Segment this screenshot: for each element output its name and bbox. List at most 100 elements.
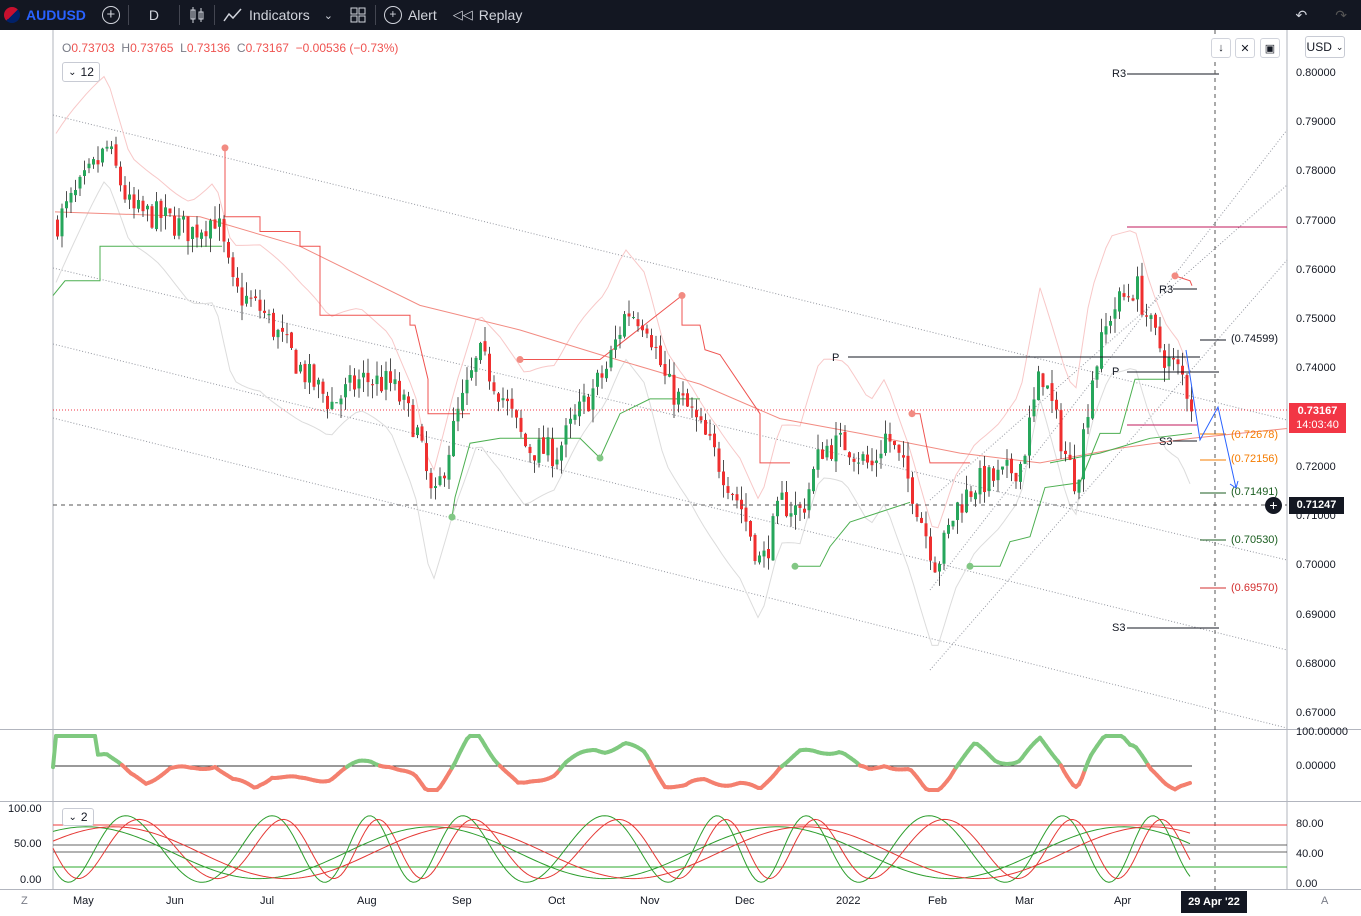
candle-body — [654, 346, 658, 348]
candle-body — [227, 242, 230, 258]
candle-body — [758, 555, 761, 563]
last-price-label: 0.73167 14:03:40 — [1289, 403, 1346, 433]
time-tick-label: Jun — [166, 895, 184, 907]
channel-line — [929, 184, 1288, 501]
move-down-button[interactable]: ↓ — [1211, 38, 1231, 58]
change-value: −0.00536 (−0.73%) — [295, 41, 399, 55]
chart-type-button[interactable] — [180, 0, 214, 30]
price-tick-label: 0.72000 — [1296, 460, 1336, 473]
green-trailing-stop — [1049, 432, 1193, 464]
close-value: 0.73167 — [245, 41, 289, 55]
candle-body — [636, 319, 640, 327]
candle-body — [749, 521, 752, 537]
level-label-p-short: P — [1112, 366, 1120, 378]
symbol-search[interactable]: AUDUSD — [0, 0, 94, 30]
candle-body — [1037, 371, 1040, 401]
currency-label: USD — [1306, 40, 1332, 54]
indicators-button[interactable]: Indicators ⌄ — [215, 0, 341, 30]
auto-scale-button[interactable]: A — [1321, 895, 1329, 907]
alert-button[interactable]: + Alert — [376, 0, 445, 30]
candle-body — [947, 524, 950, 534]
candle-body — [384, 370, 388, 390]
stop-marker — [1171, 272, 1179, 280]
osc2-left-0: 0.00 — [20, 874, 42, 886]
candle-body — [321, 381, 325, 394]
pane-borders — [0, 30, 1361, 890]
candle-body — [1010, 458, 1013, 474]
candle-body — [1163, 350, 1166, 368]
add-level-button[interactable]: + — [1265, 497, 1282, 514]
candle-body — [1082, 429, 1085, 480]
candle-body — [798, 504, 802, 508]
candle-body — [447, 454, 451, 480]
candle-body — [101, 148, 104, 163]
timezone-button[interactable]: Z — [21, 895, 28, 907]
osc2-list-toggle[interactable]: ⌄ 2 — [62, 808, 94, 826]
candle-body — [236, 277, 239, 287]
undo-button[interactable]: ↶ — [1282, 0, 1322, 30]
candle-body — [902, 455, 905, 458]
candle-body — [618, 334, 622, 339]
candle-body — [56, 219, 59, 237]
candle-body — [510, 398, 514, 409]
plus-circle-icon: + — [101, 6, 120, 24]
osc1-axis-top: 100.00000 — [1296, 726, 1348, 738]
candle-body — [483, 341, 487, 352]
close-pane-button[interactable]: ✕ — [1235, 38, 1255, 58]
candle-body — [560, 445, 563, 461]
price-tick-label: 0.68000 — [1296, 657, 1336, 670]
candlestick-series[interactable] — [56, 136, 1193, 586]
replay-button[interactable]: ◁◁ Replay — [445, 0, 531, 30]
candle-body — [1005, 460, 1009, 466]
candle-body — [1095, 366, 1099, 380]
interval-button[interactable]: D — [129, 0, 179, 30]
layout-button[interactable] — [341, 0, 375, 30]
channel-line — [52, 114, 1288, 421]
candle-body — [555, 459, 559, 465]
symbol-label: AUDUSD — [26, 7, 86, 23]
level-label-r3-upper: R3 — [1112, 68, 1127, 80]
indicator-list-toggle[interactable]: ⌄ 12 — [62, 62, 100, 82]
crosshair-price-value: 0.71247 — [1296, 499, 1337, 511]
candle-body — [362, 372, 365, 378]
candle-body — [528, 446, 532, 454]
level-label-p-long: P — [832, 352, 840, 364]
candle-body — [1145, 315, 1148, 317]
candle-body — [258, 299, 262, 311]
candle-body — [461, 392, 464, 411]
candle-body — [1091, 380, 1094, 419]
price-tick-label: 0.74000 — [1296, 362, 1336, 375]
candle-body — [812, 469, 815, 492]
candle-body — [267, 313, 271, 316]
candle-body — [1023, 455, 1027, 464]
candle-body — [474, 357, 478, 372]
divider — [374, 5, 376, 25]
candle-body — [465, 379, 469, 394]
target-label-2: (0.72678) — [1231, 429, 1279, 441]
osc2-count: 2 — [80, 810, 88, 824]
candle-body — [285, 334, 289, 336]
alert-label: Alert — [407, 7, 437, 23]
oscillator-2-lines — [52, 815, 1191, 883]
candle-body — [992, 468, 995, 481]
candle-body — [816, 449, 820, 470]
candle-body — [479, 342, 482, 361]
crosshair-date-value: 29 Apr '22 — [1188, 896, 1240, 908]
osc2-levels — [53, 824, 1287, 868]
divider — [214, 5, 216, 25]
target-label-1: (0.74599) — [1231, 333, 1279, 345]
compare-button[interactable]: + — [94, 0, 128, 30]
candle-body — [663, 364, 667, 376]
redo-button[interactable]: ↷ — [1321, 0, 1361, 30]
candle-body — [978, 468, 982, 495]
stoch-fast-d — [52, 818, 1191, 880]
maximize-pane-button[interactable]: ▣ — [1260, 38, 1280, 58]
chart-canvas[interactable] — [0, 30, 1361, 916]
candle-body — [807, 489, 811, 511]
currency-button[interactable]: USD ⌄ — [1305, 36, 1345, 58]
ohlc-legend: O0.73703 H0.73765 L0.73136 C0.73167 −0.0… — [62, 41, 398, 55]
candle-body — [578, 401, 581, 417]
candle-body — [164, 207, 167, 217]
candle-body — [870, 460, 874, 466]
candle-body — [1122, 293, 1126, 297]
